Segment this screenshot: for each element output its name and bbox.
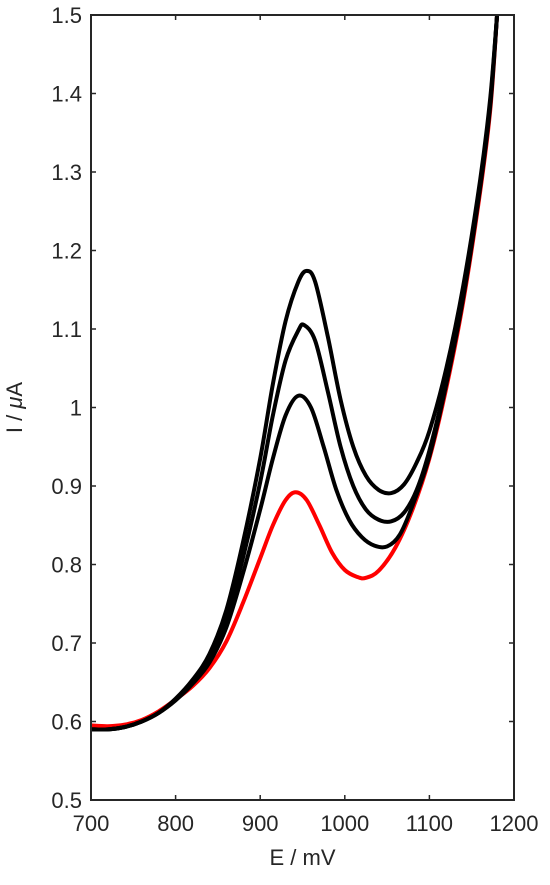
plot-area — [91, 15, 500, 732]
x-tick-label: 1100 — [406, 811, 453, 836]
y-tick-label: 0.8 — [51, 553, 82, 578]
y-tick-label: 0.9 — [51, 474, 82, 499]
y-tick-label: 1.2 — [51, 239, 82, 264]
y-tick-label: 1.5 — [51, 3, 82, 28]
x-tick-label: 1000 — [320, 811, 369, 836]
y-tick-label: 1 — [70, 396, 82, 421]
y-tick-label: 0.5 — [51, 788, 82, 813]
series-line-1 — [91, 15, 500, 729]
x-tick-label: 800 — [157, 811, 194, 836]
y-axis: 0.5 0.6 0.7 0.8 0.9 1 1.1 1.2 1.3 1.4 1.5 — [51, 3, 514, 813]
series-line-4 — [91, 15, 500, 732]
x-axis-label: E / mV — [269, 845, 335, 870]
x-tick-label: 700 — [73, 811, 110, 836]
y-tick-label: 0.6 — [51, 710, 82, 735]
x-axis: 700 800 900 1000 1100 1200 — [73, 15, 539, 836]
y-tick-label: 1.1 — [51, 317, 82, 342]
y-tick-label: 1.3 — [51, 160, 82, 185]
axes-box — [90, 14, 515, 801]
series-line-2 — [91, 15, 500, 732]
x-tick-label: 900 — [242, 811, 279, 836]
x-tick-label: 1200 — [490, 811, 539, 836]
y-tick-label: 0.7 — [51, 631, 82, 656]
series-line-3 — [91, 15, 500, 732]
y-axis-label: I / μA — [2, 382, 27, 434]
y-tick-label: 1.4 — [51, 82, 82, 107]
